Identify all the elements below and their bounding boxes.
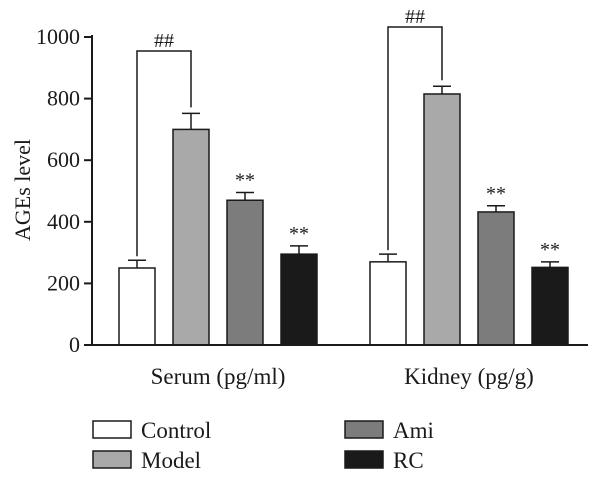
bar-rc-0: [280, 253, 318, 346]
category-label-1: Kidney (pg/g): [404, 364, 534, 389]
bracket-label-1: ##: [405, 6, 425, 28]
significance-rc-0: **: [289, 223, 309, 245]
y-tick-label-200: 200: [47, 270, 80, 295]
y-tick-label-0: 0: [69, 332, 80, 357]
legend-swatch-rc: [344, 450, 384, 469]
legend-label-rc: RC: [393, 448, 424, 473]
y-axis-label: AGEs level: [10, 139, 35, 241]
annotation-layer: ** ** ** ** ## ##: [136, 6, 560, 261]
significance-rc-1: **: [540, 239, 560, 261]
legend-swatch-model: [92, 450, 132, 469]
bar-model-0: [172, 128, 210, 346]
bracket-0: [136, 50, 192, 257]
bracket-label-0: ##: [154, 30, 174, 52]
axis-layer: 0 200 400 600 800 1000 Serum (pg/ml) Kidney (pg…: [36, 24, 588, 389]
y-tick-label-400: 400: [47, 209, 80, 234]
y-tick-label-800: 800: [47, 86, 80, 111]
bracket-1: [387, 26, 443, 251]
legend-swatch-control: [92, 420, 132, 439]
legend-swatch-ami: [344, 420, 384, 439]
y-tick-label-1000: 1000: [36, 24, 80, 49]
bars-layer: [118, 85, 569, 346]
bar-control-0: [118, 267, 156, 346]
legend: Control Model Ami RC: [92, 418, 434, 473]
legend-label-control: Control: [141, 418, 211, 443]
significance-ami-1: **: [486, 183, 506, 205]
bar-rc-1: [531, 266, 569, 346]
bar-control-1: [369, 261, 407, 346]
bar-model-1: [423, 93, 461, 346]
bar-ami-1: [477, 211, 515, 346]
y-tick-label-600: 600: [47, 147, 80, 172]
legend-label-model: Model: [141, 448, 201, 473]
bar-ami-0: [226, 199, 264, 346]
significance-ami-0: **: [235, 170, 255, 192]
category-label-0: Serum (pg/ml): [151, 364, 286, 389]
legend-label-ami: Ami: [393, 418, 434, 443]
